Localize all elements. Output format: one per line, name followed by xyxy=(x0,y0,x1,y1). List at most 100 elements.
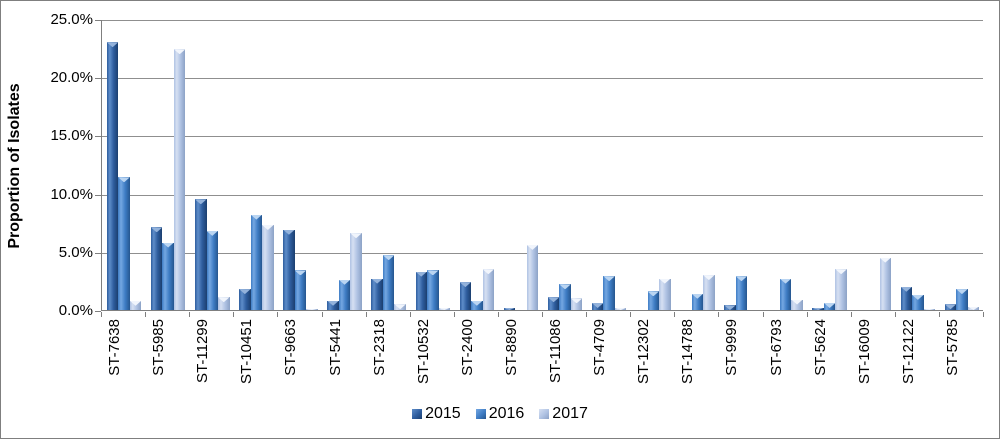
bar-cap xyxy=(239,289,251,295)
bar-2017-ST-8890 xyxy=(526,244,539,310)
x-axis-tick xyxy=(938,312,940,317)
bar-2016-ST-2400 xyxy=(471,300,483,310)
bar-cap xyxy=(327,300,339,306)
bar-cap xyxy=(835,269,847,275)
bar-cap xyxy=(294,270,307,276)
bar-cap xyxy=(967,306,980,310)
bar-2016-ST-6793 xyxy=(779,278,792,310)
bar-cap xyxy=(912,294,924,300)
bar-2017-ST-5441 xyxy=(350,233,362,310)
x-category-label-ST-5441: ST-5441 xyxy=(326,319,344,376)
bar-2016-ST-11086 xyxy=(559,284,571,310)
bar-2016-ST-12302 xyxy=(647,291,659,310)
y-tick-label: 0.0% xyxy=(58,302,93,319)
x-category-label-ST-4709: ST-4709 xyxy=(591,319,609,376)
bar-2017-ST-11299 xyxy=(218,297,230,310)
bar-2015-ST-11299 xyxy=(195,199,207,310)
bar-cap xyxy=(791,299,803,305)
bar-2017-ST-10451 xyxy=(262,225,274,310)
bar-cap xyxy=(218,297,230,303)
y-axis-tick xyxy=(95,252,101,254)
legend-label: 2017 xyxy=(552,405,588,422)
x-axis-tick xyxy=(321,312,323,317)
legend-item-2016: 2016 xyxy=(475,405,525,423)
y-axis-tick xyxy=(95,136,101,138)
bar-2017-ST-2318 xyxy=(394,304,406,310)
bar-2015-ST-5624 xyxy=(812,307,824,310)
x-axis-tick xyxy=(983,312,984,317)
bar-2017-ST-5985 xyxy=(173,49,186,310)
bar-2017-ST-10532 xyxy=(438,307,450,310)
gridline xyxy=(102,252,983,254)
bar-cap xyxy=(482,269,495,275)
bar-2015-ST-2400 xyxy=(459,282,472,310)
bar-cap xyxy=(603,276,615,282)
legend-label: 2016 xyxy=(488,405,525,422)
y-tick-label: 5.0% xyxy=(58,243,93,261)
bar-cap xyxy=(150,227,163,233)
bar-2016-ST-2318 xyxy=(382,255,395,310)
bar-2017-ST-14788 xyxy=(703,275,715,310)
bar-cap xyxy=(647,291,659,297)
bar-2017-ST-11086 xyxy=(570,298,583,310)
bar-cap xyxy=(162,242,174,248)
y-axis-tick xyxy=(95,20,101,21)
bar-cap xyxy=(415,271,427,277)
bar-cap xyxy=(250,214,263,220)
legend-item-2015: 2015 xyxy=(412,405,461,423)
gridline xyxy=(102,194,983,196)
bar-cap xyxy=(195,199,207,205)
y-axis-title: Proportion of Isolates xyxy=(6,83,23,249)
bar-2015-ST-12122 xyxy=(900,286,913,310)
legend-item-2017: 2017 xyxy=(539,405,588,423)
y-tick-label: 15.0% xyxy=(50,127,93,145)
y-axis-tick xyxy=(95,194,101,196)
x-category-label-ST-8890: ST-8890 xyxy=(502,319,520,376)
bar-2015-ST-10451 xyxy=(239,289,251,310)
bar-cap xyxy=(691,293,704,299)
bar-2015-ST-5985 xyxy=(150,227,163,310)
bar-2016-ST-4709 xyxy=(603,276,615,310)
x-axis-tick xyxy=(806,312,808,317)
bar-2016-ST-10451 xyxy=(250,214,263,310)
x-axis-tick xyxy=(277,312,279,317)
x-category-label-ST-2400: ST-2400 xyxy=(458,319,476,376)
bar-2015-ST-8890 xyxy=(503,307,516,310)
bar-cap xyxy=(614,307,627,310)
x-axis-tick xyxy=(674,312,676,317)
bar-2015-ST-9663 xyxy=(283,229,295,310)
bar-cap xyxy=(779,278,792,284)
bar-2017-ST-2400 xyxy=(482,269,495,310)
x-category-label-ST-5985: ST-5985 xyxy=(150,319,168,376)
x-category-label-ST-11086: ST-11086 xyxy=(547,319,565,383)
bar-2015-ST-10532 xyxy=(415,271,427,310)
x-axis-tick xyxy=(894,312,896,317)
bar-2015-ST-4709 xyxy=(591,303,604,310)
legend: 2015 2016 2017 xyxy=(1,405,999,423)
bar-2016-ST-9663 xyxy=(294,270,307,310)
bar-2017-ST-5624 xyxy=(835,269,847,310)
bar-cap xyxy=(570,298,583,304)
x-axis-tick xyxy=(101,312,102,317)
legend-swatch-icon xyxy=(539,409,550,419)
x-category-label-ST-7638: ST-7638 xyxy=(106,319,124,376)
bar-2016-ST-5441 xyxy=(338,279,351,310)
bar-2016-ST-14788 xyxy=(691,293,704,310)
x-axis-tick xyxy=(145,312,147,317)
bar-2015-ST-9999 xyxy=(724,305,736,310)
bar-2016-ST-10532 xyxy=(427,270,439,310)
bar-2017-ST-6793 xyxy=(791,299,803,310)
bar-cap xyxy=(283,229,295,235)
bar-cap xyxy=(118,177,130,183)
bar-cap xyxy=(173,49,186,55)
bar-2017-ST-4709 xyxy=(614,307,627,310)
bar-2016-ST-5985 xyxy=(162,242,174,310)
bar-2017-ST-5785 xyxy=(967,306,980,310)
bar-2015-ST-5441 xyxy=(327,300,339,310)
x-category-label-ST-12302: ST-12302 xyxy=(635,319,653,385)
x-category-label-ST-6793: ST-6793 xyxy=(767,319,785,376)
bar-cap xyxy=(394,304,406,310)
bar-cap xyxy=(956,289,968,295)
x-axis-tick xyxy=(762,312,764,317)
